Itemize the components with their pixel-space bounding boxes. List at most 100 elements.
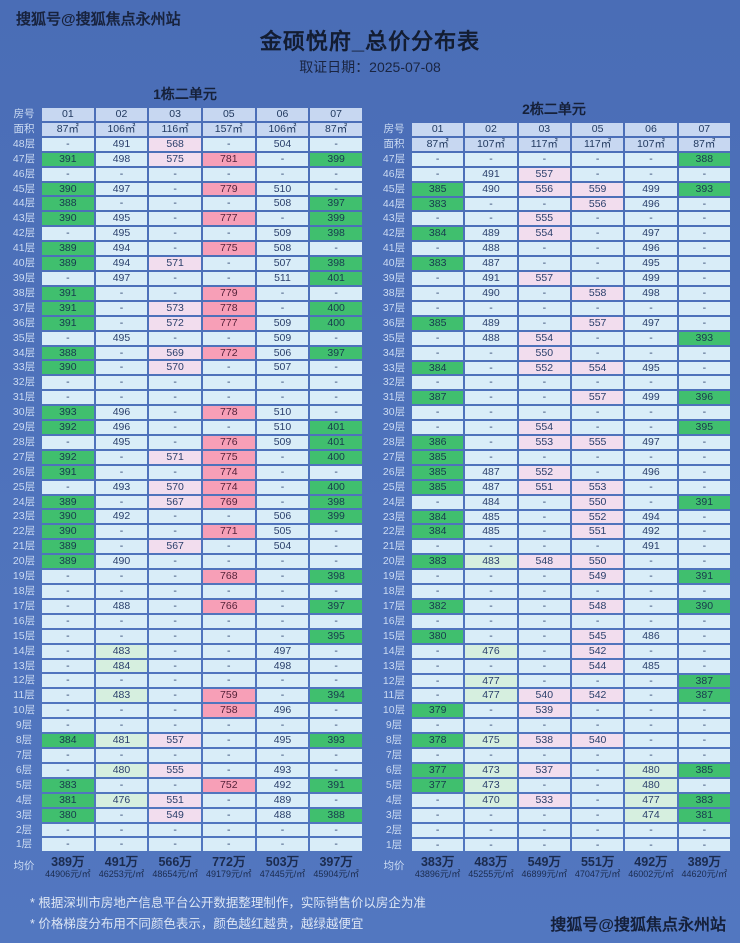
price-cell: 542 — [571, 689, 624, 703]
floor-row: 19层 - - -768-398 — [8, 570, 362, 583]
price-cell: 391 — [678, 570, 730, 584]
floor-row: 5层 383- -752 492 391 — [8, 778, 362, 792]
average-price: 503万 — [265, 855, 300, 870]
building2-title: 2栋二单元 — [522, 101, 586, 117]
price-cell: 477 — [465, 674, 517, 688]
price-cell: 387 — [678, 689, 730, 703]
floor-row: 47层 391 498 575 781-399 — [8, 152, 362, 166]
price-cell: - — [149, 286, 201, 300]
floor-label: 31层 — [12, 391, 36, 404]
floor-row: 40层 389 494 571-507 398 — [8, 257, 362, 270]
floor-row: 16层 - - - - - - — [378, 614, 730, 628]
footnotes: * 根据深圳市房地产信息平台公开数据整理制作，实际销售价以房企为准 * 价格梯度… — [30, 893, 426, 935]
area-cell: 157㎡ — [202, 122, 255, 136]
floor-label: 3层 — [385, 808, 403, 821]
floor-row: 21层 - - - -491- — [378, 540, 730, 554]
price-cell: - — [149, 748, 201, 762]
floor-label: 21层 — [12, 540, 36, 553]
floor-row: 14层 -483- -497- — [8, 644, 362, 658]
floor-row: 27层 385- - - - - — [378, 450, 730, 464]
price-cell: - — [571, 823, 624, 837]
price-cell: - — [95, 167, 148, 181]
price-cell: - — [571, 421, 624, 435]
price-cell: - — [678, 197, 730, 211]
price-cell: - — [310, 659, 362, 673]
price-cell: - — [465, 391, 517, 405]
floor-label: 20层 — [382, 555, 406, 568]
price-cell: 477 — [625, 793, 677, 807]
price-cell: - — [678, 838, 730, 852]
price-cell: - — [256, 480, 309, 494]
price-cell: - — [42, 376, 94, 390]
price-cell: 493 — [256, 763, 309, 777]
price-cell: - — [95, 301, 148, 315]
price-cell: - — [571, 257, 624, 271]
average-cell: 483万 45255元/㎡ — [465, 853, 516, 880]
price-cell: - — [465, 749, 517, 762]
price-cell: - — [202, 167, 255, 181]
price-cell: - — [202, 838, 255, 852]
floor-label: 28层 — [382, 436, 406, 449]
price-cell: - — [465, 152, 517, 166]
price-cell: - — [412, 719, 464, 733]
price-cell: - — [202, 585, 255, 598]
price-cell: 400 — [310, 301, 362, 315]
price-cell: 399 — [310, 212, 362, 226]
average-unit-price: 48654元/㎡ — [152, 869, 198, 880]
price-cell: - — [678, 659, 730, 673]
average-price: 491万 — [104, 855, 139, 870]
price-cell: - — [678, 465, 730, 479]
price-cell: - — [202, 391, 255, 405]
price-cell: 558 — [571, 286, 624, 300]
price-cell: - — [678, 823, 730, 837]
floor-row: 13层 - - -544 485- — [378, 659, 730, 673]
area-header-label: 面积 — [13, 122, 35, 135]
floor-row: 10层 - - -758 496- — [8, 704, 362, 718]
floor-row: 41层 -488- -496- — [378, 242, 730, 256]
floor-label: 27层 — [382, 450, 406, 463]
room-number-cell: 03 — [518, 123, 570, 136]
price-cell: 401 — [310, 421, 362, 434]
floor-label: 36层 — [12, 316, 36, 329]
floor-label: 3层 — [15, 808, 33, 821]
price-cell: - — [202, 376, 255, 390]
price-cell: 490 — [465, 286, 517, 300]
price-cell: 393 — [42, 406, 94, 420]
floor-label: 45层 — [382, 182, 406, 195]
price-cell: - — [310, 614, 362, 628]
price-cell: 493 — [95, 480, 148, 494]
price-cell: 554 — [518, 421, 570, 435]
price-cell: 380 — [42, 808, 94, 822]
price-cell: - — [518, 600, 570, 613]
price-cell: 393 — [310, 734, 362, 747]
page-title: 金硕悦府_总价分布表 — [259, 29, 481, 54]
price-cell: - — [412, 823, 464, 837]
price-cell: - — [678, 704, 730, 718]
floor-label: 32层 — [12, 376, 36, 389]
price-cell: 549 — [571, 570, 624, 584]
floor-label: 42层 — [12, 227, 36, 240]
price-cell: - — [202, 674, 255, 688]
floor-label: 15层 — [12, 629, 36, 642]
price-cell: - — [42, 719, 94, 733]
price-cell: 552 — [518, 361, 570, 375]
price-cell: - — [42, 599, 94, 613]
price-cell: - — [518, 152, 570, 166]
price-cell: - — [518, 316, 570, 330]
average-unit-price: 44906元/㎡ — [45, 869, 91, 880]
floor-label: 43层 — [12, 212, 36, 225]
area-cell: 87㎡ — [412, 137, 464, 151]
price-cell: - — [465, 301, 517, 315]
price-cell: - — [678, 510, 730, 524]
price-cell: - — [202, 808, 255, 822]
price-cell: - — [42, 748, 94, 762]
price-cell: 509 — [256, 316, 309, 330]
price-cell: 567 — [149, 540, 201, 554]
price-cell: 391 — [42, 316, 94, 330]
price-cell: - — [465, 823, 517, 837]
price-cell: 556 — [518, 182, 570, 196]
price-cell: 550 — [571, 555, 624, 569]
floor-row: 18层 - - - - - - — [8, 585, 362, 598]
floor-row: 17层 382- -548-390 — [378, 600, 730, 613]
price-cell: - — [571, 674, 624, 688]
